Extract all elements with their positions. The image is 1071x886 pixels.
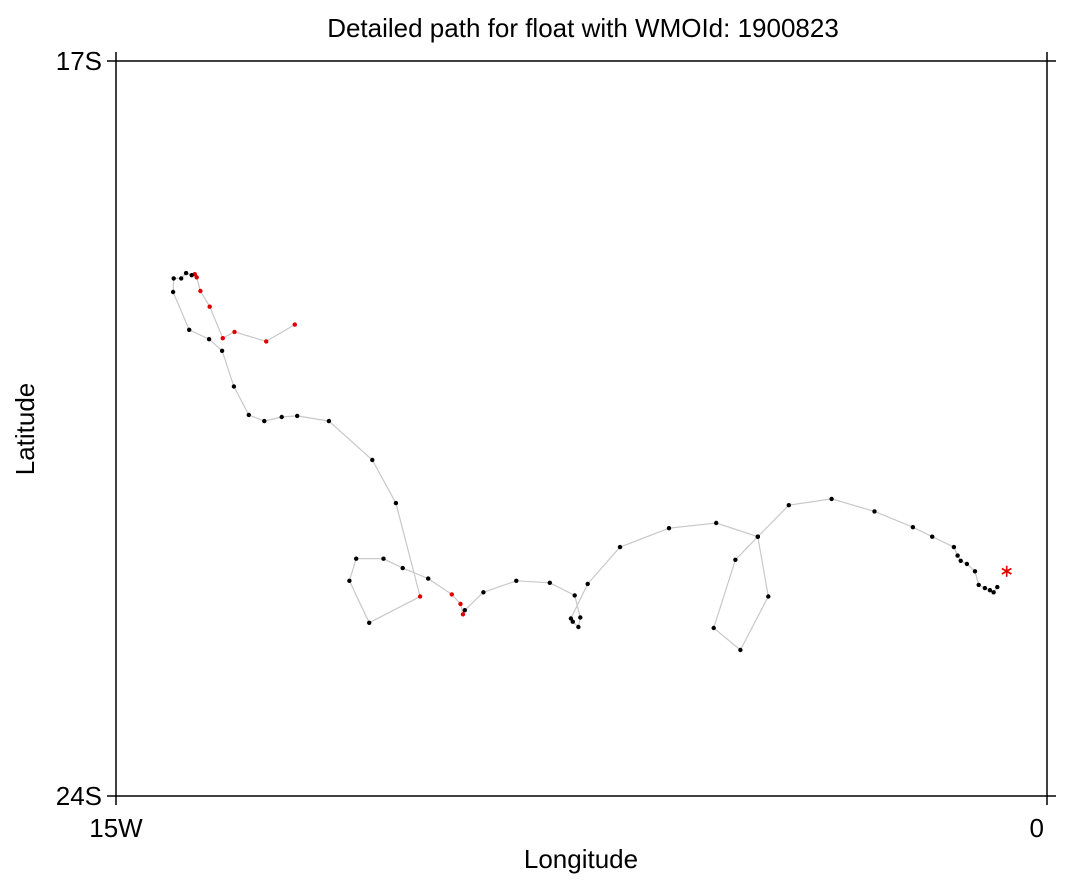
position-point <box>393 500 399 506</box>
position-point <box>570 619 575 624</box>
flagged-position-point <box>232 329 237 335</box>
position-point <box>354 556 359 561</box>
plot-frame <box>115 60 1048 797</box>
position-point <box>829 496 834 502</box>
position-point <box>995 584 1000 590</box>
position-point <box>755 534 760 539</box>
position-point <box>786 503 791 508</box>
flagged-position-point <box>264 339 269 344</box>
position-point <box>930 534 935 539</box>
position-point <box>572 593 577 598</box>
position-point <box>666 526 672 531</box>
x-tick-label: 0 <box>1030 813 1044 843</box>
position-point <box>326 418 332 424</box>
position-point <box>872 509 877 514</box>
position-point <box>733 557 738 562</box>
position-point <box>262 418 267 424</box>
position-point <box>951 544 957 550</box>
x-tick-label: 15W <box>89 813 143 843</box>
position-point <box>206 337 212 342</box>
y-axis-label: Latitude <box>10 383 40 476</box>
position-point <box>711 625 716 631</box>
flagged-position-point <box>458 601 463 607</box>
position-point <box>295 413 300 419</box>
flagged-position-point <box>460 612 466 617</box>
ticks-layer: 15W 0 17S 24S <box>56 46 1056 843</box>
position-point <box>547 580 552 585</box>
flagged-position-point <box>207 304 212 309</box>
position-point <box>955 553 960 558</box>
position-point <box>481 590 486 595</box>
position-point <box>347 578 352 583</box>
position-point <box>982 585 988 591</box>
position-point <box>400 565 405 571</box>
position-point <box>766 594 771 599</box>
chart-title: Detailed path for float with WMOId: 1900… <box>327 13 839 43</box>
position-point <box>246 412 251 418</box>
position-point <box>910 525 916 530</box>
marker-layer <box>1001 565 1012 577</box>
position-point <box>514 578 519 583</box>
y-tick-label: 17S <box>56 46 102 76</box>
position-point <box>279 414 284 420</box>
position-point <box>219 348 225 353</box>
position-point <box>370 457 375 463</box>
position-point <box>462 608 467 613</box>
position-point <box>183 270 189 276</box>
position-point <box>585 581 590 587</box>
position-point <box>568 616 574 621</box>
position-point <box>714 520 719 526</box>
position-point <box>972 569 978 574</box>
position-point <box>964 561 970 567</box>
flagged-position-point <box>220 336 225 341</box>
position-point <box>576 624 581 630</box>
points-layer <box>170 270 1000 653</box>
position-point <box>991 590 996 595</box>
position-point <box>578 615 583 620</box>
path-layer <box>172 272 998 651</box>
y-tick-label: 24S <box>56 781 102 811</box>
position-point <box>987 588 993 593</box>
position-point <box>426 576 431 581</box>
position-point <box>179 276 184 281</box>
position-point <box>367 620 372 625</box>
flagged-position-point <box>198 288 203 294</box>
position-point <box>231 384 237 389</box>
position-point <box>958 558 963 563</box>
flagged-position-point <box>449 592 454 597</box>
position-point <box>171 276 176 281</box>
float-trajectory-line <box>172 272 998 651</box>
position-point <box>738 647 743 653</box>
position-point <box>381 556 386 561</box>
flagged-position-point <box>417 594 423 599</box>
x-axis-label: Longitude <box>524 844 638 874</box>
position-point <box>189 273 194 278</box>
position-point <box>617 544 623 550</box>
position-point <box>187 327 192 332</box>
position-point <box>976 582 981 588</box>
position-point <box>170 289 176 295</box>
flagged-position-point <box>292 322 297 327</box>
last-position-asterisk-icon <box>1001 565 1012 577</box>
